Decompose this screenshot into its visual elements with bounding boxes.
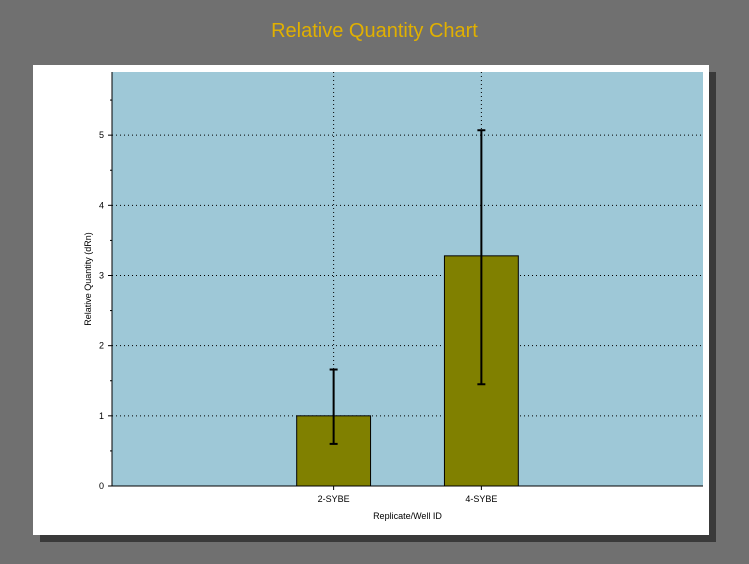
y-tick-label: 3 <box>99 270 104 280</box>
y-tick-label: 4 <box>99 200 104 210</box>
axes <box>108 72 703 490</box>
y-tick-label: 2 <box>99 341 104 351</box>
error-bars <box>329 129 486 445</box>
x-tick-label: 2-SYBE <box>318 494 350 504</box>
error-bar-2-SYBE <box>329 368 338 445</box>
y-axis-title: Relative Quantity (dRn) <box>83 232 93 326</box>
error-bar-4-SYBE <box>477 129 486 386</box>
tick-labels: 0 1 2 3 4 5 2-SYBE 4-SYBE <box>99 130 497 504</box>
y-tick-label: 5 <box>99 130 104 140</box>
plot-area <box>112 72 703 486</box>
chart-plot: 0 1 2 3 4 5 2-SYBE 4-SYBE Replicate/Well ID Rel… <box>83 72 703 521</box>
chart-panel: 0 1 2 3 4 5 2-SYBE 4-SYBE Replicate/Well ID Rel… <box>33 65 709 535</box>
chart-title: Relative Quantity Chart <box>271 20 478 42</box>
x-axis-title: Replicate/Well ID <box>373 511 442 521</box>
y-tick-label: 1 <box>99 411 104 421</box>
y-tick-label: 0 <box>99 481 104 491</box>
x-tick-label: 4-SYBE <box>465 494 497 504</box>
